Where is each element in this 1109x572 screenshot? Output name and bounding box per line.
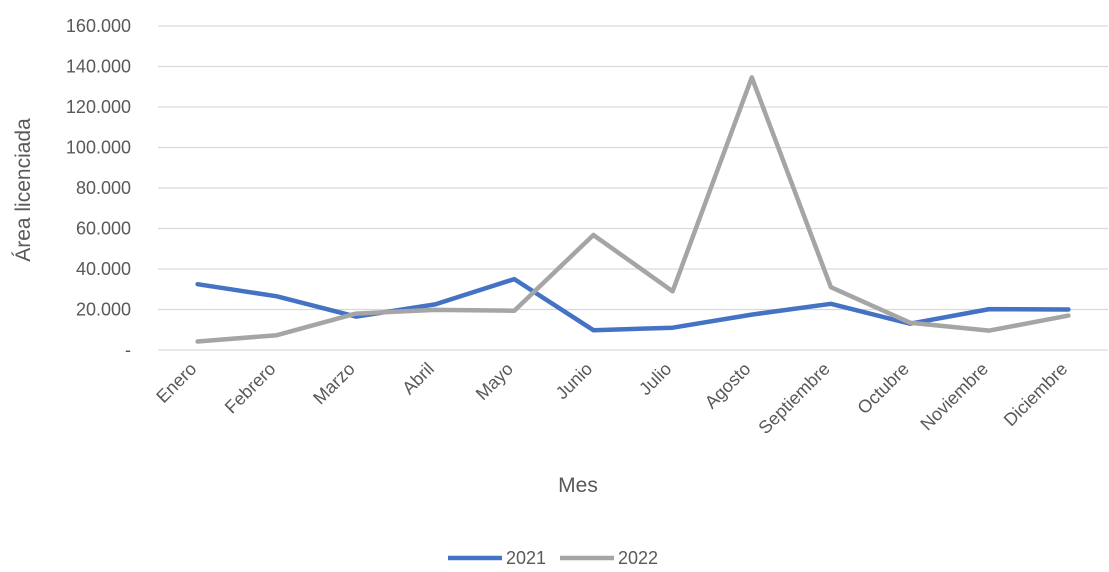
x-tick-label: Agosto (701, 359, 755, 413)
legend-label-2022: 2022 (618, 548, 658, 568)
x-axis-ticks: Enero Febrero Marzo Abril Mayo Junio Julio Agos… (152, 359, 1071, 438)
series-line-2022 (195, 75, 1071, 344)
y-tick-label: 120.000 (66, 97, 131, 117)
x-tick-label: Octubre (853, 359, 912, 418)
y-tick-label: 80.000 (76, 178, 131, 198)
series-line-2021 (195, 276, 1071, 333)
x-tick-label: Mayo (472, 359, 517, 404)
y-axis-ticks: - 20.000 40.000 60.000 80.000 100.000 120.000 1… (66, 16, 131, 360)
y-tick-label: 160.000 (66, 16, 131, 36)
x-tick-label: Noviembre (916, 359, 992, 435)
x-tick-label: Enero (152, 359, 200, 407)
gridlines (158, 25, 1108, 351)
x-tick-label: Julio (635, 359, 675, 399)
y-axis-title: Área licenciada (12, 118, 35, 262)
x-tick-label: Septiembre (755, 359, 834, 438)
x-tick-label: Abril (398, 359, 438, 399)
y-tick-label: 20.000 (76, 300, 131, 320)
x-tick-label: Marzo (309, 359, 359, 409)
y-tick-label: 140.000 (66, 57, 131, 77)
series-lines (195, 75, 1071, 344)
legend: 2021 2022 (448, 548, 658, 568)
x-tick-label: Diciembre (1000, 359, 1071, 430)
legend-label-2021: 2021 (506, 548, 546, 568)
y-tick-label: 40.000 (76, 259, 131, 279)
y-tick-label: - (125, 340, 131, 360)
x-tick-label: Junio (552, 359, 597, 404)
x-tick-label: Febrero (221, 359, 280, 418)
y-tick-label: 100.000 (66, 138, 131, 158)
y-tick-label: 60.000 (76, 219, 131, 239)
x-axis-title: Mes (558, 474, 598, 497)
